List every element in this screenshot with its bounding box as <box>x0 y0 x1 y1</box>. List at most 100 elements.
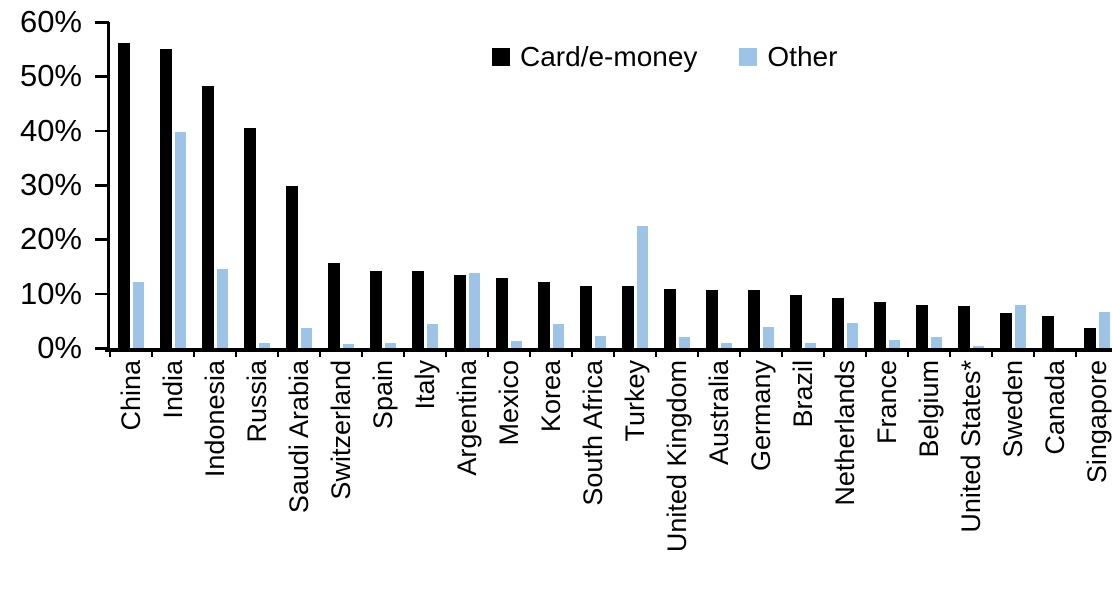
x-axis-label-text: Italy <box>410 360 440 410</box>
x-tick-mark <box>235 348 237 357</box>
bar-other-russia <box>258 342 270 348</box>
x-axis-label-text: France <box>872 360 902 445</box>
x-axis-label-text: Singapore <box>1082 360 1112 484</box>
y-tick-mark <box>95 21 109 24</box>
y-tick-mark <box>95 238 109 241</box>
bar-other-singapore <box>1098 312 1110 348</box>
x-tick-mark <box>781 348 783 357</box>
y-tick-mark <box>95 184 109 187</box>
x-tick-mark <box>697 348 699 357</box>
bar-card-e-money-korea <box>538 282 550 348</box>
bar-card-e-money-netherlands <box>832 298 844 348</box>
x-axis-label-text: Canada <box>1040 360 1070 455</box>
y-tick-label: 10% <box>19 275 82 311</box>
bar-card-e-money-switzerland <box>328 263 340 348</box>
bar-card-e-money-argentina <box>454 275 466 348</box>
x-axis-label-text: Switzerland <box>326 360 356 500</box>
bar-card-e-money-canada <box>1042 316 1054 348</box>
bar-other-australia <box>720 342 732 348</box>
x-tick-mark <box>991 348 993 357</box>
x-tick-mark <box>277 348 279 357</box>
x-tick-mark <box>655 348 657 357</box>
y-tick-label: 60% <box>19 4 82 39</box>
legend-item-card-e-money: Card/e-money <box>492 42 697 72</box>
x-tick-mark <box>151 348 153 357</box>
x-tick-mark <box>739 348 741 357</box>
y-tick-mark <box>95 292 109 296</box>
x-tick-mark <box>361 348 363 357</box>
y-tick-mark <box>95 347 109 350</box>
bar-other-mexico <box>510 341 522 348</box>
x-tick-mark <box>529 348 531 357</box>
bar-card-e-money-china <box>118 42 130 348</box>
bar-other-saudi-arabia <box>300 327 312 348</box>
y-tick-label: 30% <box>19 167 82 202</box>
y-tick-label: 40% <box>19 112 82 148</box>
bar-card-e-money-belgium <box>916 305 928 348</box>
y-tick-label: 0% <box>37 330 82 365</box>
bar-other-germany <box>762 327 774 348</box>
bar-other-switzerland <box>342 344 354 348</box>
bar-other-sweden <box>1014 304 1026 348</box>
bar-other-korea <box>552 324 564 348</box>
x-tick-mark <box>445 348 447 357</box>
legend: Card/e-money Other <box>492 42 837 72</box>
y-tick-mark <box>95 129 109 133</box>
x-tick-mark <box>403 348 405 357</box>
x-tick-mark <box>613 348 615 357</box>
x-axis-label-text: Germany <box>746 360 776 472</box>
x-tick-mark <box>193 348 195 357</box>
x-tick-mark <box>109 348 111 357</box>
x-tick-mark <box>487 348 489 357</box>
x-tick-mark <box>1033 348 1035 357</box>
x-axis-label-text: Mexico <box>494 360 524 446</box>
x-tick-mark <box>823 348 825 357</box>
bar-card-e-money-south-africa <box>580 285 592 348</box>
x-axis-label-text: United States* <box>956 360 986 533</box>
bar-other-indonesia <box>216 269 228 348</box>
legend-swatch-card-e-money <box>492 48 510 66</box>
y-tick-mark <box>95 75 109 78</box>
bar-other-italy <box>426 324 438 348</box>
y-tick-label: 20% <box>19 221 82 257</box>
x-tick-mark <box>949 348 951 357</box>
x-axis-label-text: India <box>158 360 188 419</box>
bar-other-netherlands <box>846 323 858 348</box>
bar-other-argentina <box>468 273 480 348</box>
x-axis-line <box>105 348 1112 352</box>
y-tick-label: 50% <box>19 58 82 94</box>
legend-swatch-other <box>739 48 758 66</box>
bar-card-e-money-mexico <box>496 278 508 348</box>
x-axis-label-text: United Kingdom <box>662 360 692 553</box>
bar-other-united-states <box>972 346 984 348</box>
bar-card-e-money-france <box>874 301 886 348</box>
x-axis-label-text: Korea <box>536 360 566 433</box>
bar-card-e-money-singapore <box>1084 327 1096 348</box>
x-tick-mark <box>571 348 573 357</box>
x-axis-label-text: Brazil <box>788 360 818 428</box>
bar-other-china <box>132 281 144 348</box>
bar-card-e-money-brazil <box>790 294 802 348</box>
x-axis-label-text: Australia <box>704 360 734 466</box>
legend-label: Card/e-money <box>520 41 698 72</box>
x-tick-mark <box>1075 348 1077 357</box>
bar-other-spain <box>384 343 396 348</box>
bar-other-belgium <box>930 337 942 348</box>
x-axis-label-text: South Africa <box>578 360 608 506</box>
x-axis-label-text: China <box>116 360 146 431</box>
x-axis-label-text: Spain <box>368 360 398 430</box>
bar-card-e-money-india <box>160 49 172 348</box>
x-axis-label-text: Netherlands <box>830 360 860 506</box>
bar-card-e-money-spain <box>370 270 382 348</box>
bar-other-south-africa <box>594 336 606 348</box>
y-axis-line <box>107 22 110 351</box>
legend-label: Other <box>767 41 838 72</box>
bar-card-e-money-indonesia <box>202 86 214 348</box>
x-axis-label-text: Argentina <box>452 360 482 476</box>
x-axis-label-text: Belgium <box>914 360 944 458</box>
x-axis-label-text: Sweden <box>998 360 1028 458</box>
x-tick-mark <box>865 348 867 357</box>
bar-card-e-money-saudi-arabia <box>286 186 298 348</box>
bar-card-e-money-australia <box>706 289 718 348</box>
